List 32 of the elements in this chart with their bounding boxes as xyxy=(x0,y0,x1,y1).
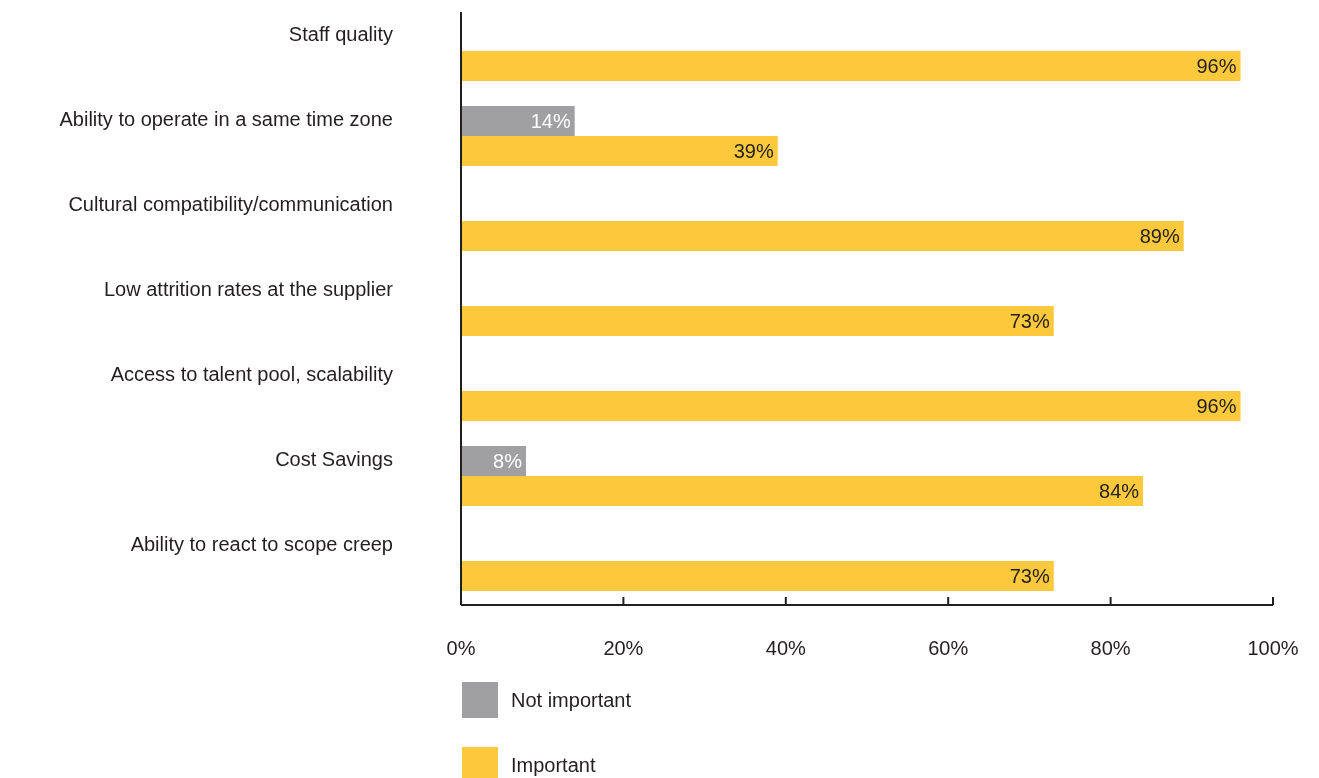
data-label: 73% xyxy=(1009,565,1050,587)
data-label: 89% xyxy=(1139,225,1180,247)
y-tick-label: Access to talent pool, scalability xyxy=(110,363,393,385)
legend-label: Important xyxy=(511,754,596,776)
bar xyxy=(461,106,575,136)
x-tick-label: 40% xyxy=(765,637,807,659)
bar xyxy=(461,306,1054,336)
y-tick-label: Ability to operate in a same time zone xyxy=(59,108,393,130)
x-tick-label: 20% xyxy=(603,637,644,659)
y-tick-label: Staff quality xyxy=(288,23,393,45)
legend-label: Not important xyxy=(511,689,632,711)
data-label: 14% xyxy=(530,110,571,132)
x-tick-label: 0% xyxy=(446,637,476,659)
bar xyxy=(461,561,1054,591)
data-label: 39% xyxy=(733,140,774,163)
data-label: 96% xyxy=(1196,395,1237,417)
y-tick-label: Ability to react to scope creep xyxy=(130,532,393,555)
bar xyxy=(461,476,1144,506)
data-label: 8% xyxy=(493,449,523,472)
x-tick-label: 80% xyxy=(1090,637,1131,659)
y-tick-label: Cultural compatibility/communication xyxy=(68,193,393,215)
bar xyxy=(461,391,1241,421)
y-tick-label: Low attrition rates at the supplier xyxy=(103,278,394,300)
bar xyxy=(461,136,778,167)
data-label: 96% xyxy=(1196,55,1237,78)
bar xyxy=(461,221,1184,252)
x-tick-label: 60% xyxy=(928,637,969,659)
x-tick-label: 100% xyxy=(1247,637,1299,659)
data-label: 84% xyxy=(1099,480,1140,502)
data-label: 73% xyxy=(1009,310,1050,332)
y-tick-label: Cost Savings xyxy=(275,447,393,470)
bar xyxy=(461,51,1241,82)
